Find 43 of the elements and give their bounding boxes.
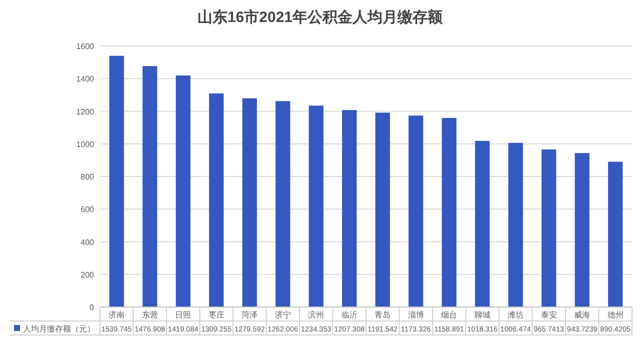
bar (109, 56, 124, 307)
x-tick-label: 东营 (142, 310, 158, 320)
y-tick-label: 200 (80, 270, 95, 280)
y-tick-label: 1000 (76, 140, 95, 149)
x-tick-label: 德州 (607, 310, 624, 320)
bar (508, 142, 523, 307)
x-tick-label: 济南 (108, 310, 125, 320)
bar (242, 98, 257, 307)
x-tick-label: 济宁 (274, 310, 291, 320)
bar (308, 106, 324, 307)
legend-label: 人均月缴存额（元） (23, 324, 95, 334)
y-tick-label: 800 (80, 172, 95, 182)
x-tick-label: 聊城 (474, 310, 490, 320)
x-tick-label: 滨州 (308, 310, 324, 320)
x-tick-label: 烟台 (441, 310, 458, 320)
bar (142, 66, 158, 307)
bar (408, 116, 424, 307)
x-tick-label: 菏泽 (242, 310, 258, 320)
bar (276, 101, 290, 307)
x-tick-label: 潍坊 (508, 310, 524, 320)
bar (608, 162, 623, 307)
bar (442, 118, 456, 307)
x-tick-label: 淄博 (408, 310, 424, 320)
y-tick-label: 1600 (76, 42, 95, 51)
y-tick-label: 1200 (76, 107, 95, 116)
y-tick-label: 0 (90, 303, 95, 312)
x-tick-label: 青岛 (374, 310, 391, 320)
bar (542, 149, 556, 307)
bar (176, 76, 190, 307)
chart-title: 山东16市2021年公积金人均月缴存额 (197, 8, 444, 26)
y-tick-label: 1400 (76, 74, 95, 84)
y-tick-label: 600 (80, 205, 95, 214)
x-tick-label: 临沂 (341, 310, 358, 320)
bar (475, 140, 490, 307)
x-tick-label: 泰安 (540, 310, 557, 320)
bar (574, 153, 590, 307)
bar (375, 112, 390, 307)
x-tick-label: 枣庄 (208, 310, 224, 320)
y-tick-label: 400 (80, 238, 95, 247)
x-tick-label: 威海 (574, 310, 590, 320)
bar (342, 110, 357, 307)
bar (209, 93, 224, 307)
x-tick-label: 日照 (175, 310, 192, 320)
